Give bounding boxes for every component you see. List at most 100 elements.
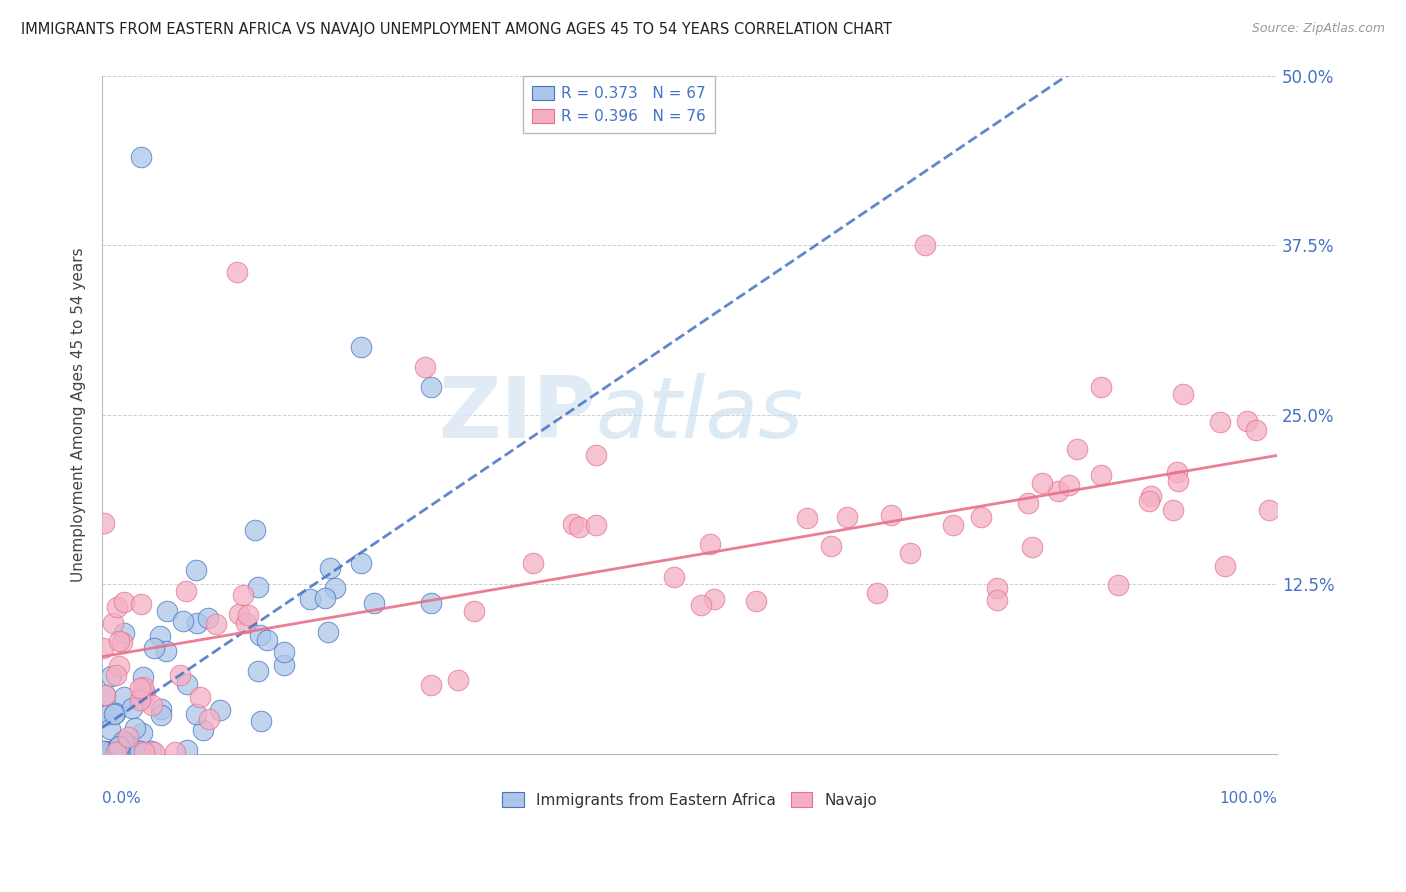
Point	[662, 570, 685, 584]
Point	[141, 698, 163, 712]
Point	[103, 707, 125, 722]
Point	[970, 510, 993, 524]
Point	[142, 641, 165, 656]
Point	[350, 340, 373, 354]
Point	[131, 680, 153, 694]
Point	[115, 744, 138, 758]
Point	[114, 744, 136, 758]
Point	[1046, 484, 1069, 499]
Point	[103, 744, 125, 758]
Point	[1163, 502, 1185, 516]
Point	[744, 593, 766, 607]
Point	[174, 583, 197, 598]
Point	[1021, 540, 1043, 554]
Point	[986, 593, 1008, 607]
Point	[107, 740, 129, 755]
Point	[93, 516, 115, 530]
Point	[114, 690, 136, 704]
Text: 100.0%: 100.0%	[1219, 791, 1277, 805]
Point	[193, 723, 215, 738]
Point	[103, 744, 125, 758]
Point	[463, 603, 485, 617]
Point	[585, 518, 607, 533]
Point	[150, 701, 173, 715]
Point	[129, 150, 152, 164]
Point	[420, 678, 443, 692]
Point	[112, 625, 135, 640]
Point	[117, 730, 139, 744]
Point	[415, 359, 437, 374]
Point	[115, 744, 138, 758]
Point	[149, 629, 172, 643]
Point	[323, 581, 346, 595]
Point	[273, 645, 295, 659]
Point	[256, 633, 278, 648]
Point	[232, 588, 254, 602]
Point	[1017, 496, 1039, 510]
Point	[176, 742, 198, 756]
Point	[105, 599, 128, 614]
Point	[562, 516, 585, 531]
Point	[447, 673, 470, 687]
Point	[112, 744, 135, 758]
Point	[112, 733, 135, 747]
Text: ZIP: ZIP	[439, 373, 596, 456]
Text: 0.0%: 0.0%	[103, 791, 141, 805]
Point	[880, 508, 903, 523]
Point	[1066, 442, 1088, 456]
Point	[156, 604, 179, 618]
Text: atlas: atlas	[596, 373, 804, 456]
Point	[205, 616, 228, 631]
Point	[1209, 415, 1232, 429]
Point	[228, 607, 250, 621]
Point	[247, 664, 270, 678]
Point	[149, 708, 172, 723]
Point	[108, 744, 131, 758]
Point	[96, 708, 118, 723]
Point	[163, 745, 186, 759]
Point	[1244, 423, 1267, 437]
Point	[169, 667, 191, 681]
Point	[129, 744, 152, 758]
Point	[238, 608, 260, 623]
Point	[273, 658, 295, 673]
Point	[128, 692, 150, 706]
Point	[186, 615, 208, 630]
Legend: Immigrants from Eastern Africa, Navajo: Immigrants from Eastern Africa, Navajo	[496, 786, 883, 814]
Point	[104, 668, 127, 682]
Point	[820, 539, 842, 553]
Point	[866, 586, 889, 600]
Point	[1167, 475, 1189, 489]
Point	[94, 689, 117, 703]
Point	[186, 564, 208, 578]
Y-axis label: Unemployment Among Ages 45 to 54 years: Unemployment Among Ages 45 to 54 years	[72, 247, 86, 582]
Point	[1173, 387, 1195, 401]
Point	[186, 707, 208, 722]
Point	[1090, 380, 1112, 394]
Point	[986, 581, 1008, 595]
Point	[101, 615, 124, 630]
Point	[363, 596, 385, 610]
Point	[420, 596, 443, 610]
Point	[107, 739, 129, 753]
Point	[1140, 489, 1163, 503]
Point	[142, 745, 165, 759]
Point	[350, 556, 373, 570]
Point	[522, 557, 544, 571]
Point	[243, 523, 266, 537]
Point	[172, 614, 194, 628]
Point	[93, 641, 115, 656]
Point	[129, 690, 152, 705]
Point	[108, 659, 131, 673]
Text: Source: ZipAtlas.com: Source: ZipAtlas.com	[1251, 22, 1385, 36]
Point	[117, 739, 139, 753]
Point	[699, 537, 721, 551]
Point	[316, 625, 339, 640]
Point	[100, 744, 122, 758]
Point	[299, 591, 322, 606]
Point	[247, 580, 270, 594]
Point	[107, 744, 129, 758]
Point	[796, 511, 818, 525]
Point	[1166, 465, 1188, 479]
Point	[198, 712, 221, 726]
